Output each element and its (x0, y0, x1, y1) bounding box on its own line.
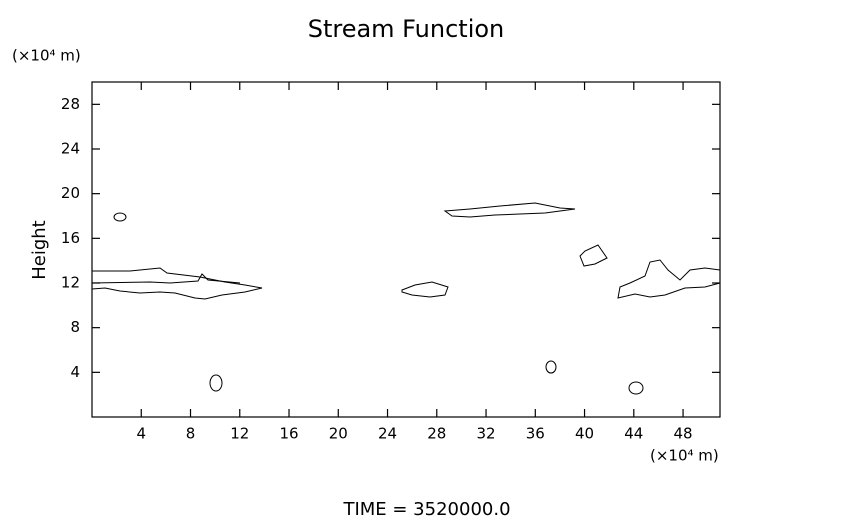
contour-line (443, 202, 576, 218)
y-tick-label: 28 (61, 95, 80, 113)
x-tick-label: 32 (476, 425, 495, 443)
x-tick-label: 48 (674, 425, 693, 443)
x-tick-label: 20 (329, 425, 348, 443)
x-tick-label: 44 (624, 425, 643, 443)
x-tick-label: 12 (230, 425, 249, 443)
contour-line (617, 259, 721, 299)
contour-line (545, 360, 557, 374)
y-tick-label: 16 (61, 229, 80, 247)
y-tick-label: 12 (61, 274, 80, 292)
x-tick-label: 40 (575, 425, 594, 443)
contour-line (628, 381, 644, 395)
x-unit: (×10⁴ m) (650, 447, 719, 465)
contour-line (113, 212, 127, 222)
x-tick-label: 28 (427, 425, 446, 443)
y-unit: (×10⁴ m) (12, 47, 81, 65)
x-tick-label: 16 (279, 425, 298, 443)
y-tick-label: 4 (70, 363, 80, 381)
contour-line (91, 267, 263, 300)
y-axis-label: Height (29, 220, 50, 280)
contour-line (91, 273, 241, 284)
contours (91, 202, 721, 395)
footer: TIME = 3520000.0 (342, 499, 510, 519)
chart-title: Stream Function (308, 15, 505, 43)
y-tick-label: 24 (61, 140, 80, 158)
contour-line (401, 281, 449, 298)
contour-line (579, 244, 608, 267)
plot-frame (91, 81, 721, 418)
x-tick-label: 36 (526, 425, 545, 443)
y-tick-label: 8 (70, 318, 80, 336)
x-tick-label: 8 (186, 425, 196, 443)
y-tick-label: 20 (61, 184, 80, 202)
contour-line (209, 374, 223, 392)
x-tick-label: 4 (136, 425, 146, 443)
x-tick-label: 24 (378, 425, 397, 443)
